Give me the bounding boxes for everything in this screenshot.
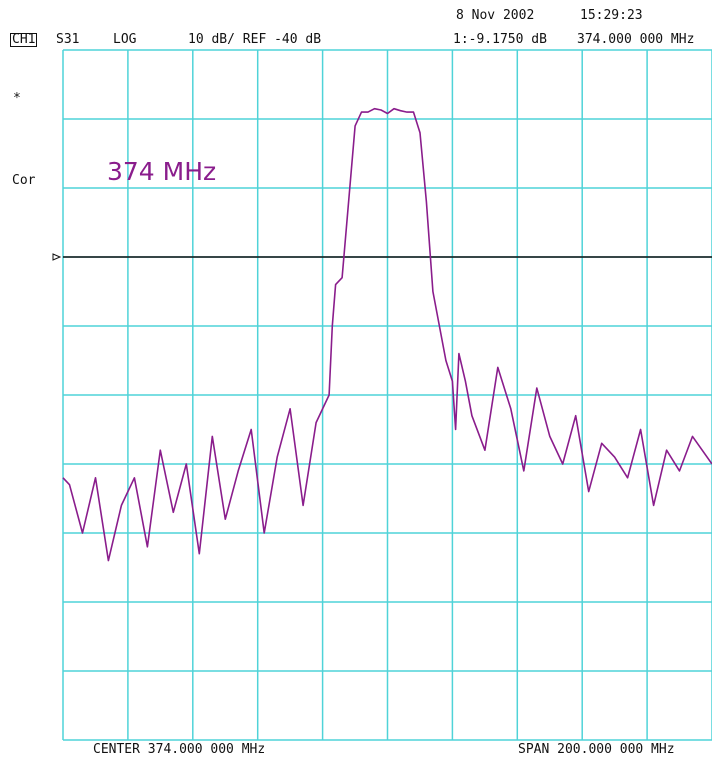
graticule (62, 49, 712, 741)
channel-badge: CH1 (10, 32, 38, 47)
center-frequency-label: CENTER 374.000 000 MHz (93, 742, 266, 757)
scale-reference: 10 dB/ REF -40 dB (188, 32, 322, 47)
display-format: LOG (113, 32, 137, 47)
reference-position-marker (52, 253, 62, 261)
span-label: SPAN 200.000 000 MHz (518, 742, 675, 757)
measurement-parameter: S31 (56, 32, 80, 47)
time-readout: 15:29:23 (580, 8, 643, 23)
frequency-annotation: 374 MHz (107, 157, 217, 186)
marker-value-readout: 1:-9.1750 dB (453, 32, 547, 47)
date-readout: 8 Nov 2002 (456, 8, 535, 23)
status-star: * (13, 91, 21, 106)
s31-trace (62, 107, 712, 562)
correction-indicator: Cor (12, 173, 36, 188)
marker-frequency-readout: 374.000 000 MHz (577, 32, 695, 47)
